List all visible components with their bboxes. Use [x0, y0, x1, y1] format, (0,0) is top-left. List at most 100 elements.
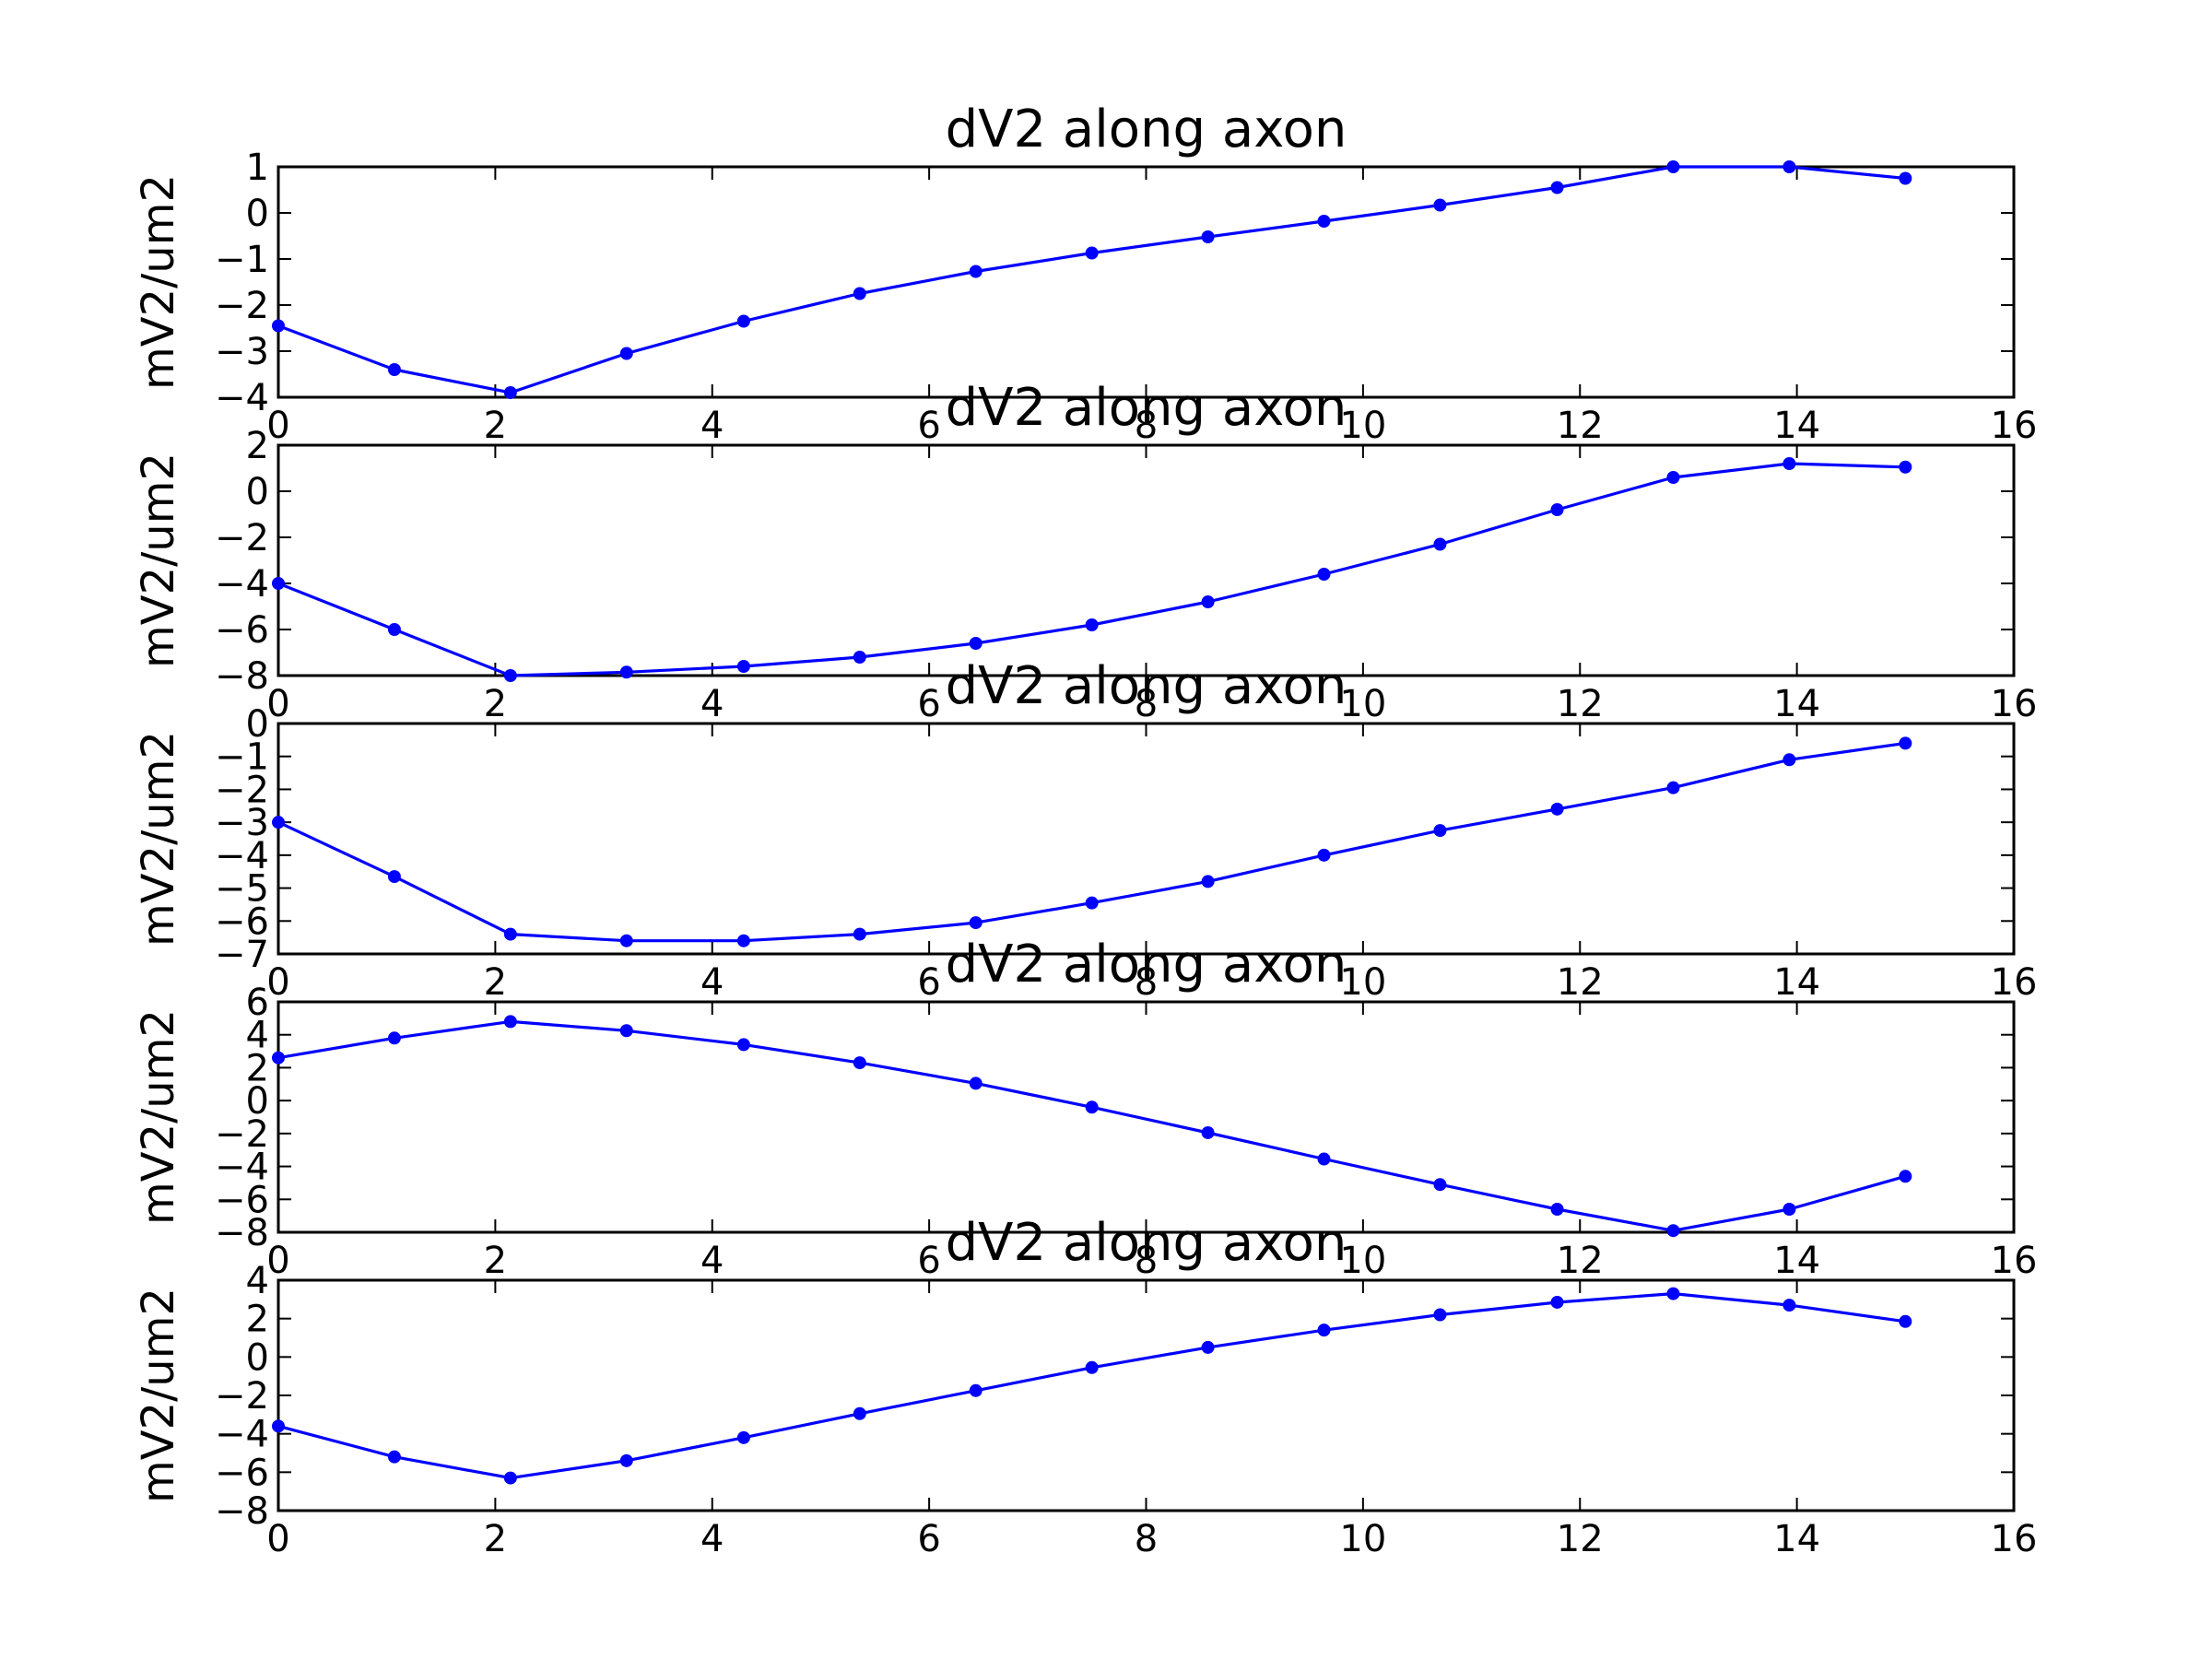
panel-title: dV2 along axon [946, 935, 1347, 994]
data-point [1550, 503, 1564, 516]
data-point [1317, 215, 1331, 228]
data-point [736, 1038, 750, 1052]
data-point [736, 660, 750, 673]
data-point [1201, 230, 1215, 243]
data-point [736, 1430, 750, 1444]
x-tick-label: 6 [917, 683, 940, 725]
data-point [1666, 1224, 1680, 1238]
x-tick-label: 2 [484, 961, 507, 1004]
axes-frame [276, 722, 2016, 956]
data-point [853, 927, 866, 941]
y-tick-label: 2 [246, 425, 269, 467]
y-tick-label: −6 [215, 1452, 269, 1494]
y-tick-label: 6 [246, 982, 269, 1024]
data-point [1899, 736, 1912, 750]
panel-title: dV2 along axon [946, 1213, 1347, 1273]
x-tick-label: 16 [1991, 683, 2038, 725]
data-point [1899, 1170, 1912, 1183]
data-point [387, 870, 401, 884]
x-tick-label: 10 [1339, 961, 1386, 1004]
y-tick-label: 1 [246, 147, 269, 189]
data-point [1783, 160, 1796, 173]
data-point [387, 623, 401, 636]
x-tick-label: 6 [917, 1240, 940, 1282]
series-line [277, 165, 1906, 394]
data-point [272, 816, 285, 830]
x-tick-label: 0 [266, 683, 289, 725]
x-tick-label: 16 [1991, 1518, 2038, 1560]
data-point [1433, 824, 1447, 838]
axes-frame [276, 165, 2016, 399]
x-tick-label: 0 [266, 1518, 289, 1560]
data-point [619, 934, 633, 947]
y-tick-label: −8 [215, 655, 269, 698]
data-point [969, 637, 982, 650]
axes-frame [276, 1000, 2016, 1234]
axes-frame [276, 1278, 2016, 1512]
data-point [969, 1077, 982, 1090]
series-line [277, 741, 1906, 943]
data-point [1433, 198, 1447, 212]
y-tick-label: −1 [215, 239, 269, 281]
y-tick-label: −2 [215, 1113, 269, 1156]
panel-title: dV2 along axon [946, 656, 1347, 716]
x-tick-label: 6 [917, 1518, 940, 1560]
x-tick-label: 4 [700, 1240, 724, 1282]
x-tick-label: 8 [1135, 1240, 1158, 1282]
y-tick-label: −8 [215, 1212, 269, 1254]
x-tick-label: 10 [1339, 1240, 1386, 1282]
data-point [503, 669, 517, 682]
data-point [1783, 1203, 1796, 1216]
y-tick-label: 4 [246, 1015, 269, 1057]
data-point [1201, 1125, 1215, 1139]
data-point [1201, 875, 1215, 888]
x-tick-label: 0 [266, 405, 289, 447]
data-point [1433, 1178, 1447, 1192]
data-point [1783, 1299, 1796, 1312]
y-tick-label: −6 [215, 900, 269, 943]
data-point [1085, 896, 1099, 910]
y-tick-label: 0 [246, 1080, 269, 1123]
x-tick-label: 0 [266, 1240, 289, 1282]
y-axis-label: mV2/um2 [133, 174, 184, 390]
series-line [277, 462, 1906, 677]
y-tick-label: −4 [215, 835, 269, 877]
y-tick-label: −8 [215, 1490, 269, 1533]
panel-title: dV2 along axon [946, 378, 1347, 438]
data-point [1201, 1340, 1215, 1354]
x-tick-label: 4 [700, 683, 724, 725]
data-point [1317, 1324, 1331, 1337]
x-tick-label: 4 [700, 961, 724, 1004]
data-point [1899, 460, 1912, 474]
data-point [1317, 568, 1331, 581]
x-tick-label: 4 [700, 405, 724, 447]
x-tick-label: 16 [1991, 405, 2038, 447]
y-tick-label: −5 [215, 868, 269, 911]
y-tick-label: −3 [215, 331, 269, 373]
y-tick-label: 0 [246, 1336, 269, 1379]
y-tick-label: −4 [215, 563, 269, 606]
data-point [853, 651, 866, 664]
x-tick-label: 8 [1135, 1518, 1158, 1560]
y-tick-label: −4 [215, 377, 269, 419]
y-tick-label: 0 [246, 193, 269, 235]
x-tick-label: 12 [1557, 405, 1604, 447]
x-tick-label: 10 [1339, 405, 1386, 447]
x-tick-label: 8 [1135, 405, 1158, 447]
y-tick-label: −4 [215, 1147, 269, 1189]
x-tick-label: 10 [1339, 1518, 1386, 1560]
y-tick-label: −4 [215, 1414, 269, 1456]
y-tick-label: −2 [215, 517, 269, 559]
x-tick-label: 2 [484, 683, 507, 725]
data-point [619, 665, 633, 679]
x-tick-label: 14 [1773, 405, 1820, 447]
x-tick-label: 6 [917, 961, 940, 1004]
data-point [853, 1056, 866, 1070]
y-tick-label: −7 [215, 934, 269, 976]
data-point [969, 1383, 982, 1397]
data-point [1433, 1308, 1447, 1322]
